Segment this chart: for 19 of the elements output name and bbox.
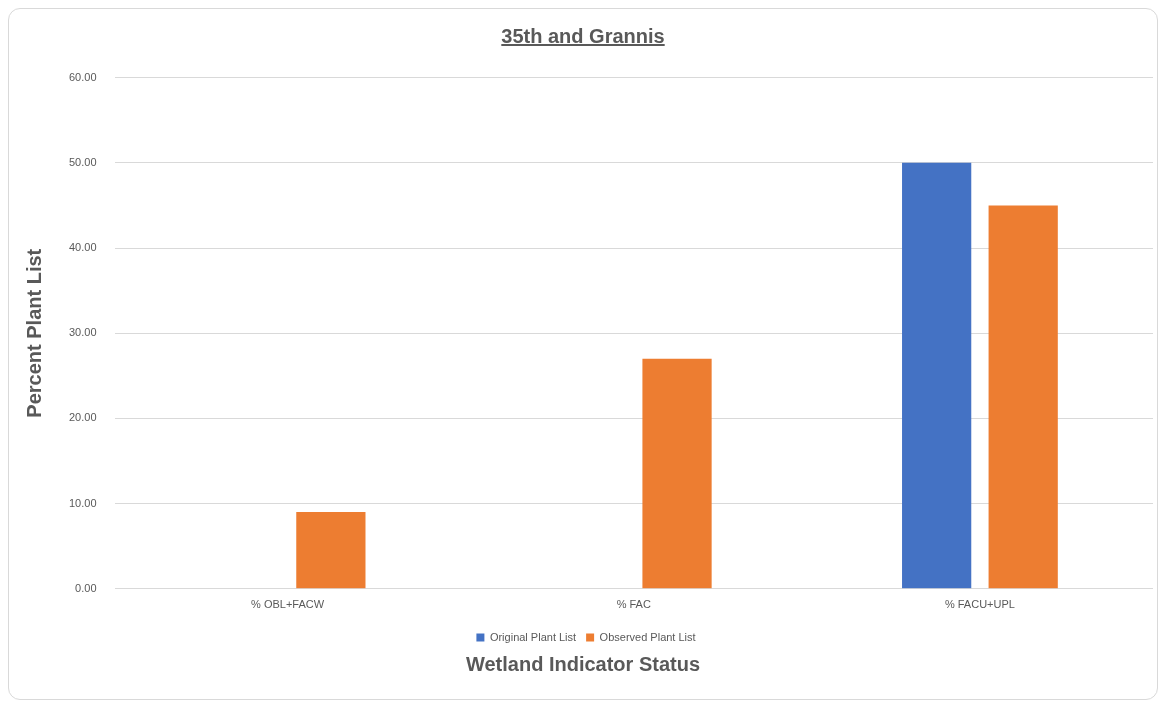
bar [296,512,366,589]
bar [988,205,1058,589]
x-axis-title: Wetland Indicator Status [464,653,702,676]
legend-label: Original Plant List [489,630,577,643]
bar [642,358,712,589]
y-tick-label: 20.00 [69,411,97,424]
y-tick-label: 0.00 [75,581,97,594]
x-tick-label: % FAC [616,598,651,611]
y-tick-label: 10.00 [69,496,97,509]
x-tick-label: % OBL+FACW [251,598,325,611]
legend-label: Observed Plant List [599,630,696,643]
y-tick-label: 50.00 [69,155,97,168]
x-tick-label: % FACU+UPL [944,598,1015,611]
y-tick-label: 60.00 [69,70,97,83]
bar [902,162,972,589]
y-tick-label: 30.00 [69,326,97,339]
y-axis-title: Percent Plant List [22,248,45,418]
y-tick-label: 40.00 [69,241,97,254]
chart-title: 35th and Grannis [500,25,666,49]
